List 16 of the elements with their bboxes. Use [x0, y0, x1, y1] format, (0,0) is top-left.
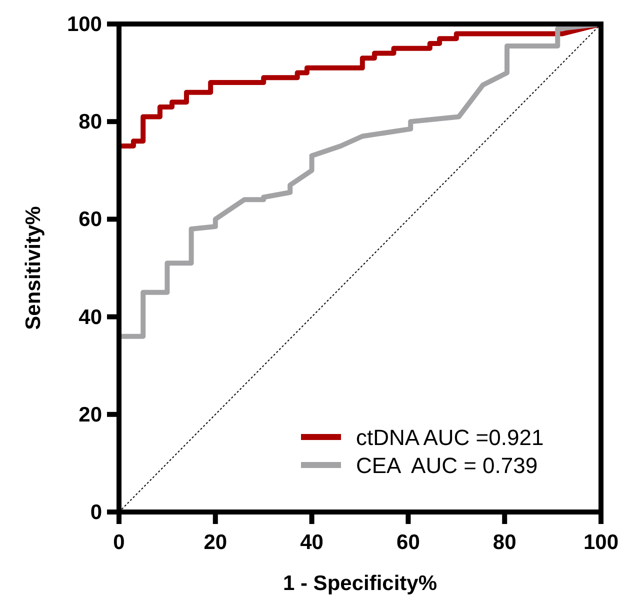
- y-tick-label: 60: [78, 208, 102, 232]
- y-tick-label: 20: [78, 403, 102, 426]
- x-tick-label: 60: [396, 531, 420, 554]
- y-tick-label: 0: [90, 501, 102, 524]
- y-tick-label: 100: [66, 13, 102, 36]
- x-tick-label: 40: [300, 531, 324, 554]
- y-tick-label: 40: [78, 306, 102, 329]
- y-tick-label: 80: [78, 110, 102, 134]
- x-tick-label: 80: [492, 531, 516, 554]
- y-axis-title: Sensitivity%: [22, 206, 45, 330]
- x-tick-label: 20: [204, 531, 228, 554]
- legend-label: CEA AUC = 0.739: [356, 453, 538, 478]
- x-tick-label: 100: [583, 531, 619, 554]
- legend-label: ctDNA AUC =0.921: [356, 425, 544, 450]
- x-tick-label: 0: [113, 531, 125, 554]
- x-axis-title: 1 - Specificity%: [282, 572, 438, 595]
